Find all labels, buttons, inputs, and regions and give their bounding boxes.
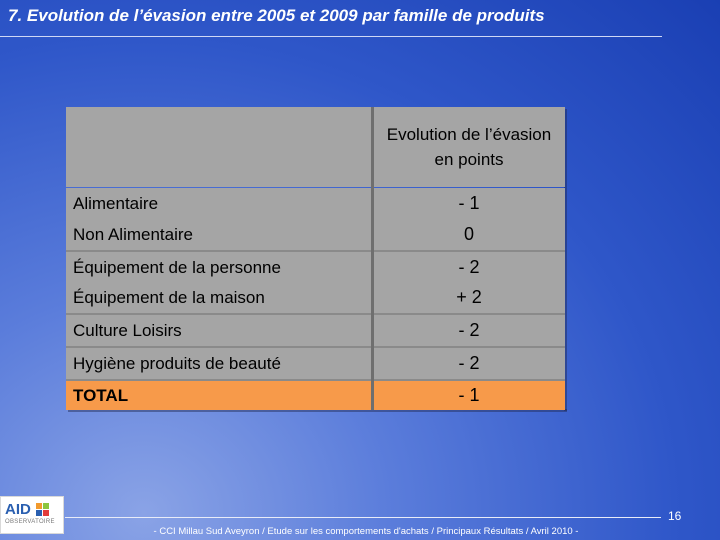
row-label: Équipement de la maison — [73, 288, 265, 307]
table-row: Hygiène produits de beauté - 2 — [66, 348, 565, 379]
slide-title: 7. Evolution de l’évasion entre 2005 et … — [8, 6, 545, 25]
table-shadow-right — [564, 109, 567, 411]
footer-divider — [65, 517, 661, 518]
row-label: Culture Loisirs — [73, 321, 182, 340]
row-separator — [66, 379, 565, 381]
row-label: Équipement de la personne — [73, 258, 281, 277]
table-row: Alimentaire - 1 — [66, 188, 565, 219]
footer-caption: - CCI Millau Sud Aveyron / Etude sur les… — [153, 526, 579, 537]
row-value: - 1 — [458, 385, 480, 405]
row-separator — [66, 250, 565, 252]
row-label: Non Alimentaire — [73, 225, 194, 244]
table-row: Équipement de la personne - 2 — [66, 252, 565, 283]
row-value: - 2 — [458, 257, 480, 277]
header-empty-cell — [66, 107, 373, 187]
table-row-total: TOTAL - 1 — [66, 381, 565, 410]
row-value: + 2 — [456, 287, 482, 307]
column-header: Evolution de l’évasion en points — [386, 125, 552, 169]
row-label: TOTAL — [73, 386, 129, 405]
table-row: Culture Loisirs - 2 — [66, 315, 565, 346]
logo-subtext: OBSERVATOIRE — [5, 519, 55, 525]
header-cell: Evolution de l’évasion en points — [373, 107, 565, 187]
company-logo: AID OBSERVATOIRE — [0, 496, 64, 534]
row-value: - 2 — [458, 320, 480, 340]
page-number: 16 — [668, 509, 682, 523]
logo-text: AID — [5, 501, 31, 518]
row-label: Alimentaire — [73, 194, 159, 213]
logo-squares-icon — [36, 503, 56, 517]
row-label: Hygiène produits de beauté — [73, 354, 281, 373]
row-value: - 1 — [458, 193, 480, 213]
title-divider — [0, 36, 662, 37]
row-separator — [66, 346, 565, 348]
row-separator — [66, 313, 565, 315]
table-row: Non Alimentaire 0 — [66, 219, 565, 250]
table-row: Équipement de la maison + 2 — [66, 282, 565, 313]
table-shadow-bottom — [68, 409, 567, 412]
row-value: 0 — [463, 224, 474, 244]
column-divider — [371, 107, 374, 410]
row-value: - 2 — [458, 353, 480, 373]
